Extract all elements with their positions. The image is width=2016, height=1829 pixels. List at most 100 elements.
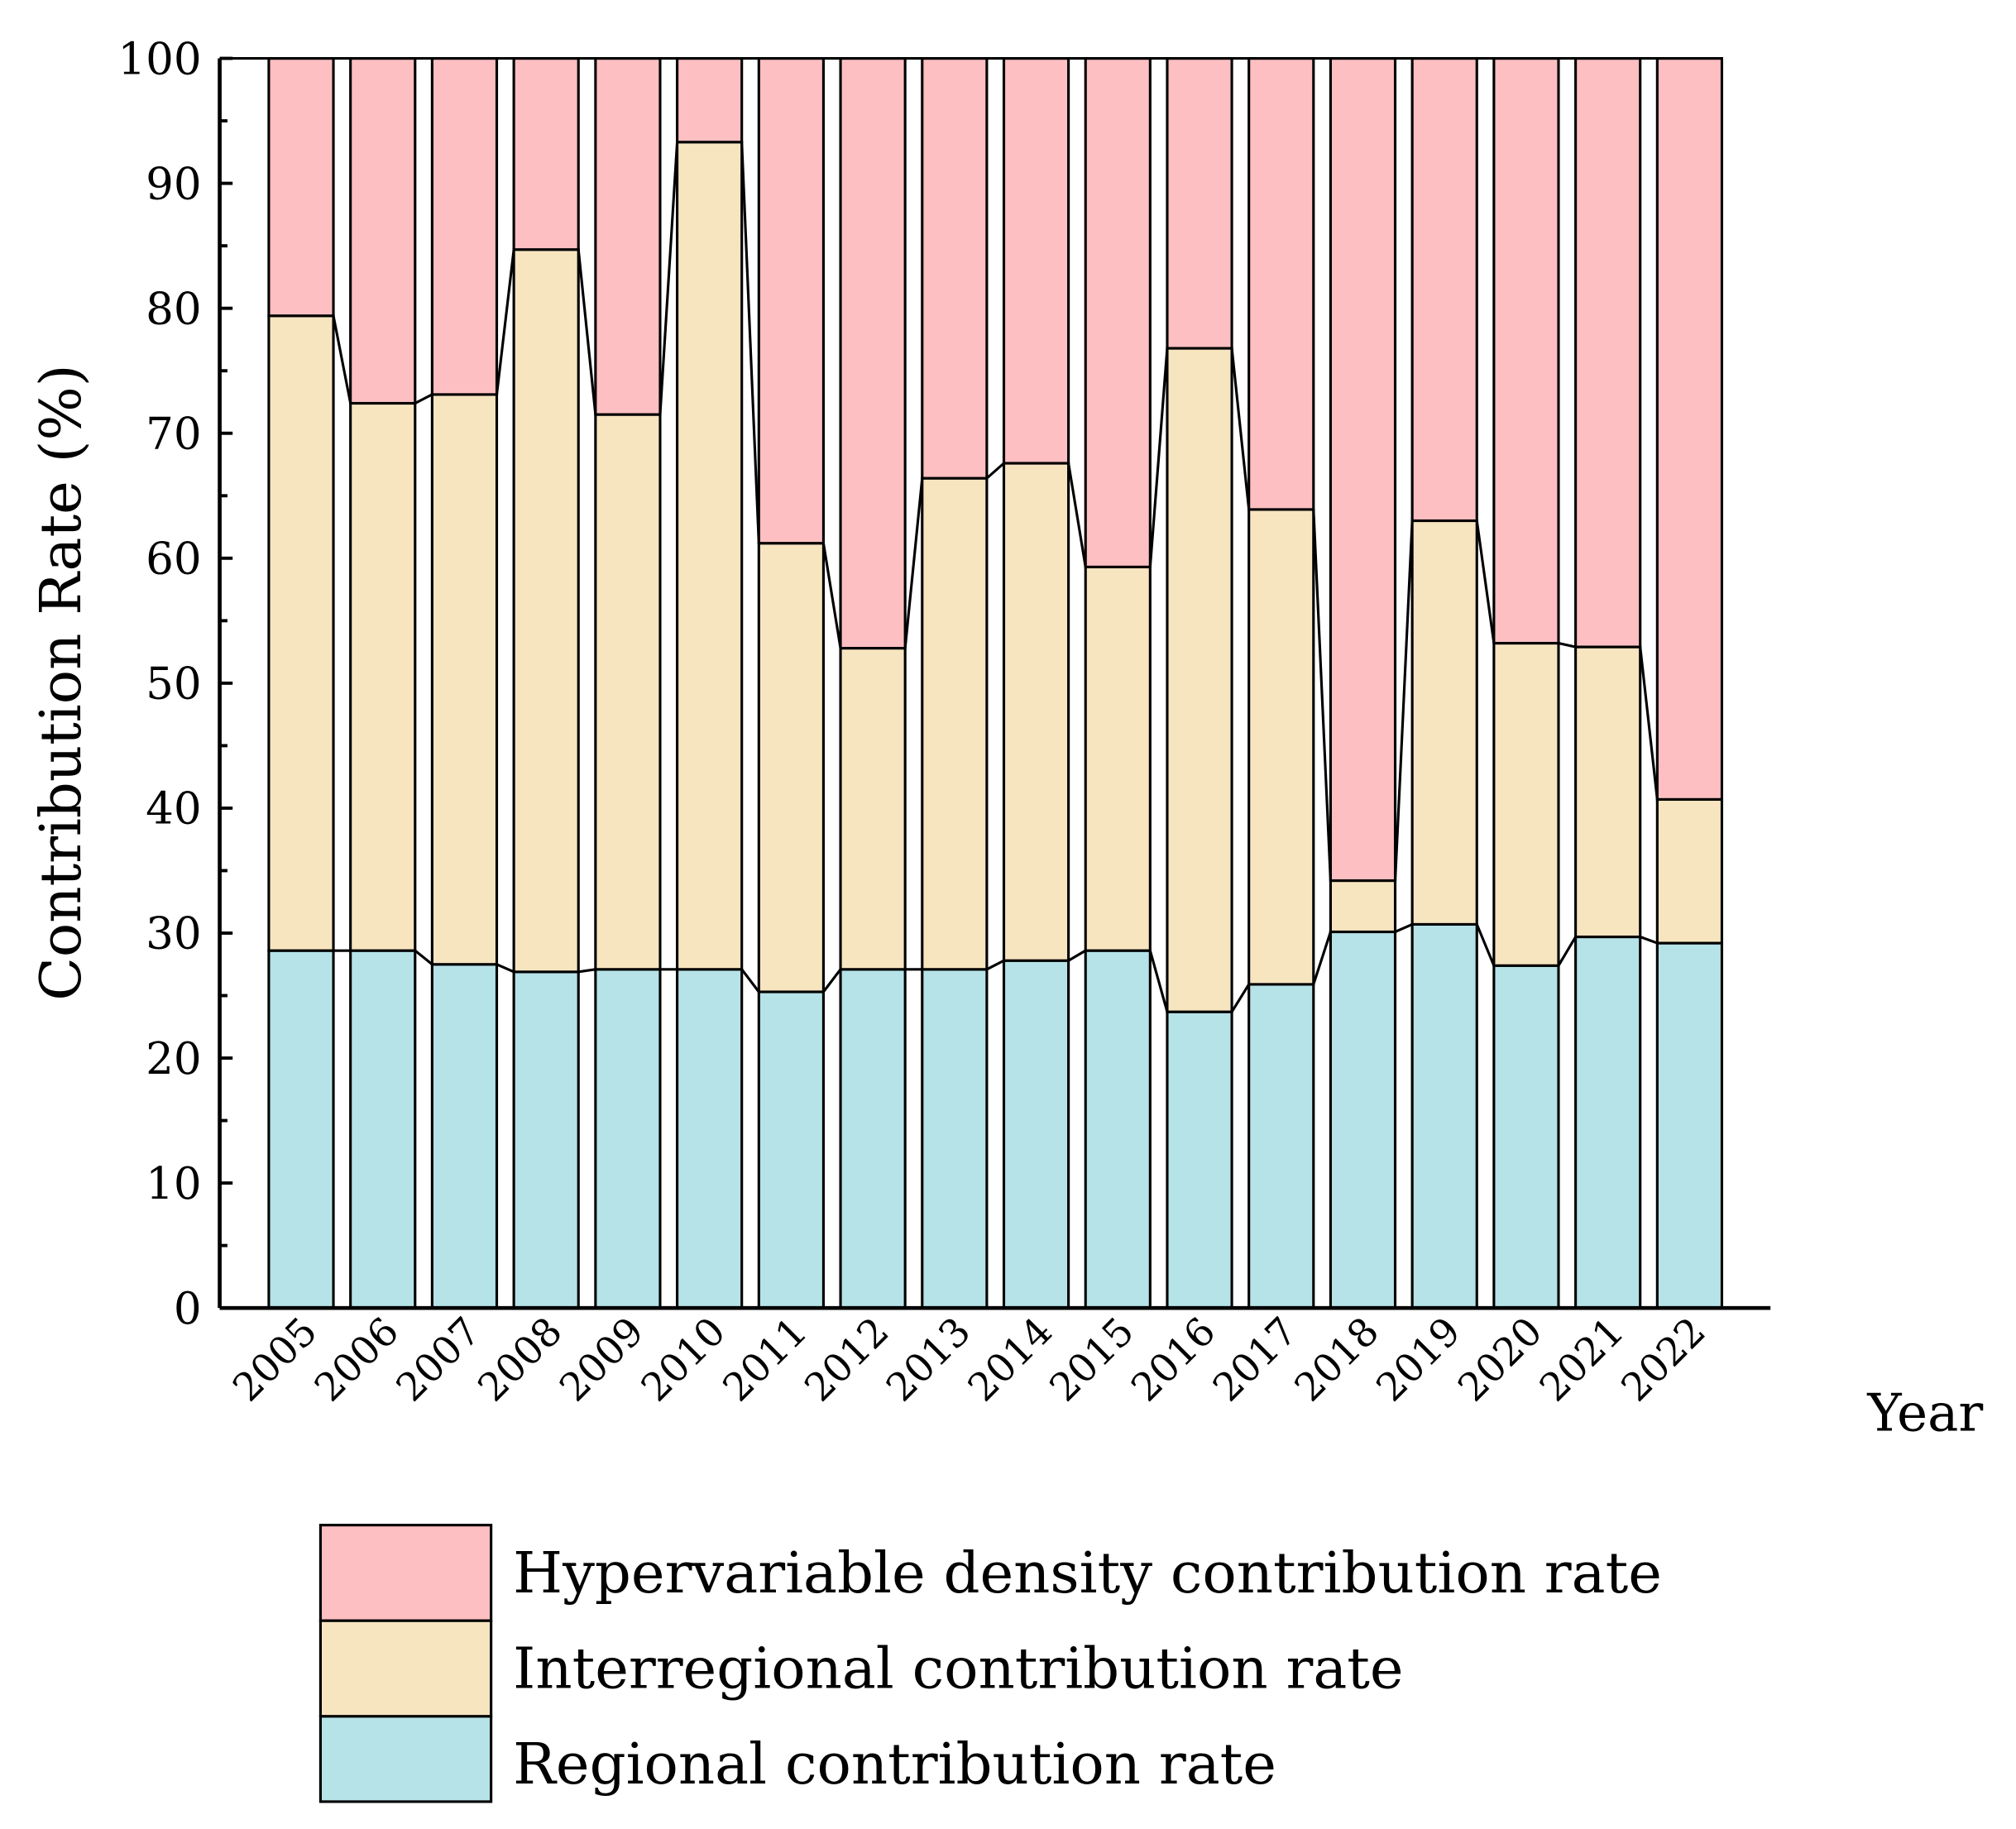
bar-2005-hypervariable-density-contribution-rate: [267, 56, 335, 318]
connector-line: [577, 249, 597, 415]
connector-line: [1640, 936, 1658, 945]
x-tick-label: 2015: [1042, 1310, 1143, 1411]
x-tick-label: 2010: [633, 1310, 735, 1411]
x-tick-label: 2022: [1613, 1310, 1715, 1411]
y-tick-label: 70: [146, 408, 202, 459]
x-axis-title: Year: [1866, 1383, 1983, 1444]
bar-2006-regional-contribution-rate: [349, 949, 417, 1310]
connector-line: [1312, 931, 1332, 985]
bar-2017-regional-contribution-rate: [1247, 983, 1315, 1310]
bar-2020-hypervariable-density-contribution-rate: [1492, 56, 1560, 645]
x-tick-label: 2007: [388, 1310, 490, 1411]
bar-2018-regional-contribution-rate: [1329, 930, 1397, 1310]
bar-2010-hypervariable-density-contribution-rate: [676, 56, 744, 144]
x-tick-label: 2018: [1286, 1310, 1388, 1411]
bar-2014-hypervariable-density-contribution-rate: [1002, 56, 1070, 465]
connector-line: [496, 963, 515, 974]
bar-2008-regional-contribution-rate: [512, 970, 580, 1310]
bar-2011-interregional-contribution-rate: [757, 542, 825, 994]
bar-2010-regional-contribution-rate: [676, 968, 744, 1310]
connector-line: [822, 968, 842, 993]
connector-line: [821, 543, 842, 649]
connector-line: [495, 249, 515, 395]
bar-2012-hypervariable-density-contribution-rate: [839, 56, 907, 650]
connector-line: [1558, 642, 1576, 649]
x-tick-label: 2011: [715, 1310, 816, 1411]
bar-2016-interregional-contribution-rate: [1166, 347, 1233, 1013]
x-tick-label: 2008: [470, 1310, 572, 1411]
bar-2011-regional-contribution-rate: [757, 990, 825, 1310]
bar-2009-regional-contribution-rate: [594, 968, 662, 1310]
x-tick-label: 2006: [307, 1310, 409, 1411]
connector-line: [1312, 509, 1332, 881]
x-tick-label: 2016: [1123, 1310, 1225, 1411]
bar-2021-interregional-contribution-rate: [1574, 645, 1642, 939]
bar-2013-hypervariable-density-contribution-rate: [921, 56, 989, 480]
connector-line: [1475, 520, 1496, 644]
bar-2017-hypervariable-density-contribution-rate: [1247, 56, 1315, 511]
x-tick-label: 2017: [1205, 1310, 1307, 1411]
connector-line: [1394, 922, 1413, 933]
bar-2011-hypervariable-density-contribution-rate: [757, 56, 825, 545]
bar-2014-regional-contribution-rate: [1002, 959, 1070, 1310]
bar-2007-hypervariable-density-contribution-rate: [430, 56, 499, 396]
x-tick-label: 2014: [960, 1310, 1061, 1411]
connector-line: [1475, 923, 1496, 966]
y-tick-label: 0: [174, 1283, 202, 1334]
y-tick-label: 20: [146, 1033, 202, 1084]
connector-line: [1557, 936, 1577, 967]
bar-2019-interregional-contribution-rate: [1410, 519, 1478, 926]
bar-2016-hypervariable-density-contribution-rate: [1166, 56, 1233, 350]
bar-2020-regional-contribution-rate: [1492, 964, 1560, 1310]
connector-line: [332, 315, 352, 404]
bar-2021-regional-contribution-rate: [1574, 935, 1642, 1310]
bar-2018-interregional-contribution-rate: [1329, 879, 1397, 934]
x-tick-label: 2013: [879, 1310, 980, 1411]
y-axis-title: Contribution Rate (%): [28, 364, 94, 1000]
connector-line: [1230, 984, 1251, 1013]
connector-line: [986, 959, 1005, 971]
bar-2009-interregional-contribution-rate: [594, 413, 662, 971]
bar-2012-interregional-contribution-rate: [839, 647, 907, 971]
bar-2015-hypervariable-density-contribution-rate: [1084, 56, 1152, 568]
bar-2007-regional-contribution-rate: [430, 963, 499, 1310]
connector-line: [658, 141, 679, 415]
bar-2006-interregional-contribution-rate: [349, 401, 417, 952]
bar-2013-interregional-contribution-rate: [921, 476, 989, 971]
bars-layer: [267, 56, 1724, 1310]
bar-2013-regional-contribution-rate: [921, 968, 989, 1310]
y-tick-label: 50: [146, 658, 202, 710]
connector-line: [578, 968, 596, 974]
bar-2005-interregional-contribution-rate: [267, 314, 335, 952]
x-tick-label: 2005: [225, 1310, 327, 1411]
bar-2008-interregional-contribution-rate: [512, 248, 580, 974]
y-tick-label: 90: [146, 158, 202, 209]
legend-swatch: [318, 1715, 493, 1803]
legend-swatch: [318, 1619, 493, 1718]
legend-label: Hypervariable density contribution rate: [513, 1540, 1662, 1606]
y-tick-label: 10: [146, 1158, 202, 1209]
connector-line: [1639, 646, 1659, 800]
bar-2014-interregional-contribution-rate: [1002, 462, 1070, 962]
x-tick-label: 2019: [1368, 1310, 1470, 1411]
legend: Hypervariable density contribution rate I…: [318, 1524, 1662, 1803]
x-tick-label: 2009: [552, 1310, 654, 1411]
bar-2022-regional-contribution-rate: [1655, 941, 1724, 1310]
y-tick-label: 60: [146, 534, 202, 585]
connector-line: [1067, 462, 1087, 567]
bar-2021-hypervariable-density-contribution-rate: [1574, 56, 1642, 649]
bar-2012-regional-contribution-rate: [839, 968, 907, 1310]
bar-2018-hypervariable-density-contribution-rate: [1329, 56, 1397, 883]
bar-2022-interregional-contribution-rate: [1655, 797, 1724, 945]
connector-line: [1393, 520, 1414, 881]
bar-2009-hypervariable-density-contribution-rate: [594, 56, 662, 416]
y-tick-label: 30: [146, 908, 202, 960]
connector-line: [1230, 347, 1251, 510]
x-tick-label: 2020: [1450, 1310, 1552, 1411]
bar-2010-interregional-contribution-rate: [676, 141, 744, 971]
connector-line: [740, 968, 760, 993]
x-tick-label: 2021: [1532, 1310, 1634, 1411]
bar-2020-interregional-contribution-rate: [1492, 641, 1560, 967]
legend-label: Regional contribution rate: [513, 1731, 1276, 1798]
